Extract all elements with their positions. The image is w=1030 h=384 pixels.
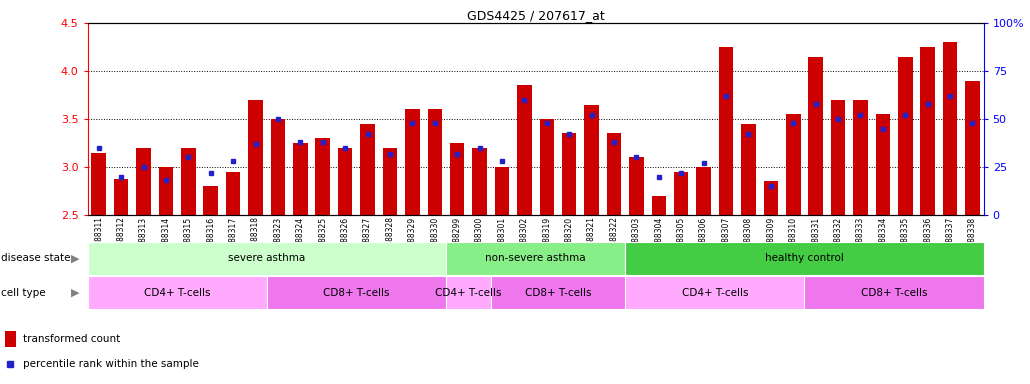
Text: healthy control: healthy control <box>765 253 844 263</box>
Bar <box>427 109 442 215</box>
Bar <box>853 100 867 215</box>
Bar <box>742 124 756 215</box>
Bar <box>294 143 308 215</box>
Bar <box>267 276 446 309</box>
Bar <box>719 47 733 215</box>
Text: cell type: cell type <box>1 288 45 298</box>
Bar <box>226 172 240 215</box>
Text: ▶: ▶ <box>71 253 79 263</box>
Bar <box>159 167 173 215</box>
Bar <box>629 157 644 215</box>
Bar <box>181 148 196 215</box>
Bar <box>696 167 711 215</box>
Text: CD8+ T-cells: CD8+ T-cells <box>524 288 591 298</box>
Bar <box>248 100 263 215</box>
Text: transformed count: transformed count <box>23 334 121 344</box>
Bar <box>383 148 398 215</box>
Text: CD8+ T-cells: CD8+ T-cells <box>323 288 389 298</box>
Bar <box>446 276 490 309</box>
Text: severe asthma: severe asthma <box>229 253 306 263</box>
Bar <box>607 134 621 215</box>
Bar <box>271 119 285 215</box>
Text: ▶: ▶ <box>71 288 79 298</box>
Bar <box>88 276 267 309</box>
Text: CD4+ T-cells: CD4+ T-cells <box>682 288 748 298</box>
Bar <box>674 172 688 215</box>
Bar <box>809 56 823 215</box>
Bar <box>405 109 419 215</box>
Title: GDS4425 / 207617_at: GDS4425 / 207617_at <box>467 9 605 22</box>
Bar <box>360 124 375 215</box>
Bar <box>490 276 625 309</box>
Text: CD4+ T-cells: CD4+ T-cells <box>144 288 210 298</box>
Bar <box>136 148 150 215</box>
Bar <box>876 114 890 215</box>
Bar <box>517 86 531 215</box>
Text: percentile rank within the sample: percentile rank within the sample <box>23 359 199 369</box>
Bar <box>338 148 352 215</box>
Bar <box>921 47 935 215</box>
Bar <box>562 134 577 215</box>
Bar <box>625 276 804 309</box>
Bar <box>204 186 218 215</box>
Bar <box>4 331 16 347</box>
Bar <box>494 167 509 215</box>
Bar <box>473 148 487 215</box>
Text: non-severe asthma: non-severe asthma <box>485 253 586 263</box>
Text: disease state: disease state <box>1 253 70 263</box>
Bar <box>965 81 980 215</box>
Bar <box>942 42 957 215</box>
Bar <box>625 242 984 275</box>
Bar <box>831 100 846 215</box>
Bar <box>114 179 129 215</box>
Bar <box>898 56 913 215</box>
Bar <box>88 242 446 275</box>
Bar <box>804 276 984 309</box>
Bar <box>786 114 800 215</box>
Text: CD4+ T-cells: CD4+ T-cells <box>435 288 502 298</box>
Bar <box>652 196 666 215</box>
Bar <box>92 153 106 215</box>
Bar <box>446 242 625 275</box>
Text: CD8+ T-cells: CD8+ T-cells <box>861 288 927 298</box>
Bar <box>315 138 330 215</box>
Bar <box>584 104 598 215</box>
Bar <box>763 182 778 215</box>
Bar <box>540 119 554 215</box>
Bar <box>450 143 465 215</box>
